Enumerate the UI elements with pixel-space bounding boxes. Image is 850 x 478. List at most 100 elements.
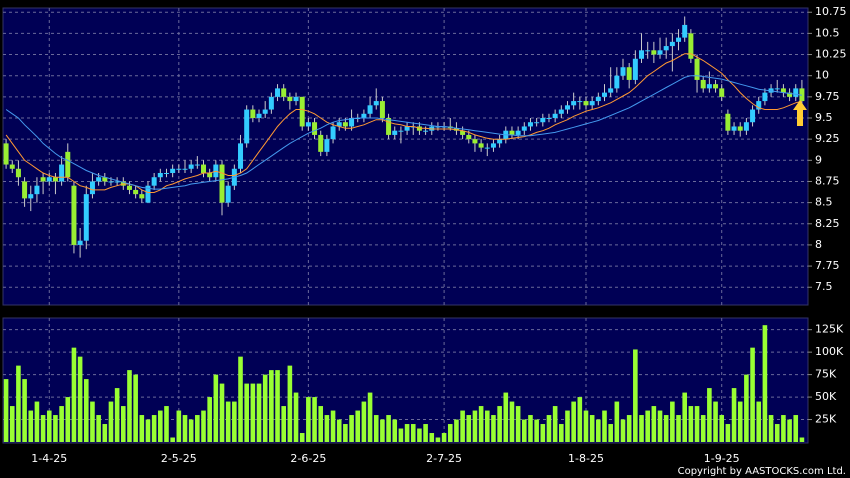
candle-body bbox=[750, 109, 756, 123]
volume-bar bbox=[256, 383, 262, 442]
candle-body bbox=[589, 101, 595, 106]
volume-bar bbox=[559, 424, 564, 442]
candle-body bbox=[330, 126, 336, 140]
candle-body bbox=[725, 113, 731, 131]
volume-bar bbox=[158, 410, 163, 442]
y-tick-label: 7.5 bbox=[815, 280, 833, 293]
volume-bar bbox=[417, 428, 422, 442]
candle-body bbox=[170, 168, 176, 173]
moving-average-line bbox=[5, 75, 802, 190]
volume-bar bbox=[503, 392, 509, 442]
volume-bar bbox=[151, 415, 157, 442]
candle-body bbox=[558, 109, 564, 114]
candle-body bbox=[706, 84, 712, 89]
candle-body bbox=[275, 88, 281, 97]
candle-body bbox=[71, 185, 77, 245]
candle-body bbox=[342, 122, 348, 127]
volume-bar bbox=[565, 410, 570, 442]
candle-body bbox=[793, 88, 799, 97]
candle-body bbox=[268, 96, 274, 110]
candle-body bbox=[774, 88, 780, 90]
candle-body bbox=[299, 96, 305, 127]
volume-bar bbox=[484, 410, 490, 442]
y-tick-label: 9.25 bbox=[815, 132, 840, 145]
candle-body bbox=[743, 122, 749, 131]
x-tick-label: 1-8-25 bbox=[568, 452, 604, 465]
volume-bar bbox=[96, 415, 101, 442]
volume-bar bbox=[614, 401, 620, 442]
volume-bar bbox=[90, 401, 95, 442]
volume-bar bbox=[16, 365, 21, 442]
volume-bar bbox=[182, 415, 188, 442]
candle-body bbox=[157, 173, 163, 178]
y-tick-label: 10.25 bbox=[815, 48, 847, 61]
candle-body bbox=[423, 130, 429, 132]
candle-body bbox=[490, 143, 496, 148]
volume-bar bbox=[410, 424, 416, 442]
candle-body bbox=[46, 177, 52, 182]
volume-bar bbox=[522, 419, 527, 442]
volume-bar bbox=[534, 419, 539, 442]
candle-body bbox=[102, 177, 108, 182]
y-tick-label: 8.75 bbox=[815, 174, 840, 187]
volume-bar bbox=[744, 374, 749, 442]
candle-body bbox=[626, 67, 632, 80]
volume-bar bbox=[306, 397, 311, 442]
candle-body bbox=[262, 109, 268, 114]
volume-bar bbox=[799, 437, 805, 442]
volume-bar bbox=[454, 419, 459, 442]
candle-body bbox=[133, 189, 139, 195]
candle-body bbox=[688, 33, 694, 59]
volume-bar bbox=[219, 383, 225, 442]
volume-bar bbox=[232, 401, 237, 442]
candle-body bbox=[676, 37, 682, 42]
volume-bar bbox=[608, 424, 613, 442]
volume-bar bbox=[651, 406, 657, 442]
volume-bar bbox=[694, 406, 700, 442]
candle-body bbox=[762, 92, 768, 102]
volume-bar bbox=[546, 415, 552, 442]
volume-bar bbox=[336, 419, 342, 442]
candle-body bbox=[787, 92, 793, 97]
candle-body bbox=[96, 177, 102, 182]
volume-bar bbox=[46, 410, 52, 442]
volume-bar bbox=[225, 401, 231, 442]
candle-body bbox=[59, 164, 65, 182]
volume-bar bbox=[380, 419, 385, 442]
candle-body bbox=[293, 96, 299, 102]
candle-body bbox=[534, 122, 540, 124]
candle-body bbox=[194, 164, 200, 166]
candle-body bbox=[373, 101, 379, 106]
candle-body bbox=[645, 50, 651, 52]
y-tick-label: 8.5 bbox=[815, 196, 833, 209]
volume-bar bbox=[324, 415, 330, 442]
volume-bar bbox=[386, 415, 391, 442]
candle-body bbox=[219, 164, 225, 203]
volume-bar bbox=[571, 401, 576, 442]
candle-body bbox=[244, 109, 250, 144]
y-tick-label: 75K bbox=[815, 368, 837, 381]
volume-bar bbox=[330, 410, 336, 442]
volume-bar bbox=[793, 415, 799, 442]
y-tick-label: 7.75 bbox=[815, 259, 840, 272]
candle-body bbox=[700, 79, 706, 89]
y-tick-label: 10.75 bbox=[815, 5, 847, 18]
x-tick-label: 2-6-25 bbox=[290, 452, 326, 465]
candle-body bbox=[207, 173, 213, 178]
candle-body bbox=[694, 58, 700, 80]
volume-bar bbox=[478, 406, 484, 442]
y-tick-label: 125K bbox=[815, 323, 844, 336]
candle-body bbox=[398, 130, 404, 132]
volume-bar bbox=[657, 410, 663, 442]
volume-bar bbox=[707, 388, 712, 442]
candle-body bbox=[478, 143, 484, 148]
volume-bar bbox=[108, 401, 114, 442]
candle-body bbox=[731, 126, 737, 131]
volume-bar bbox=[127, 370, 132, 442]
volume-bar bbox=[3, 379, 9, 442]
candle-body bbox=[83, 194, 89, 241]
volume-bar bbox=[59, 406, 64, 442]
volume-bar bbox=[145, 419, 151, 442]
